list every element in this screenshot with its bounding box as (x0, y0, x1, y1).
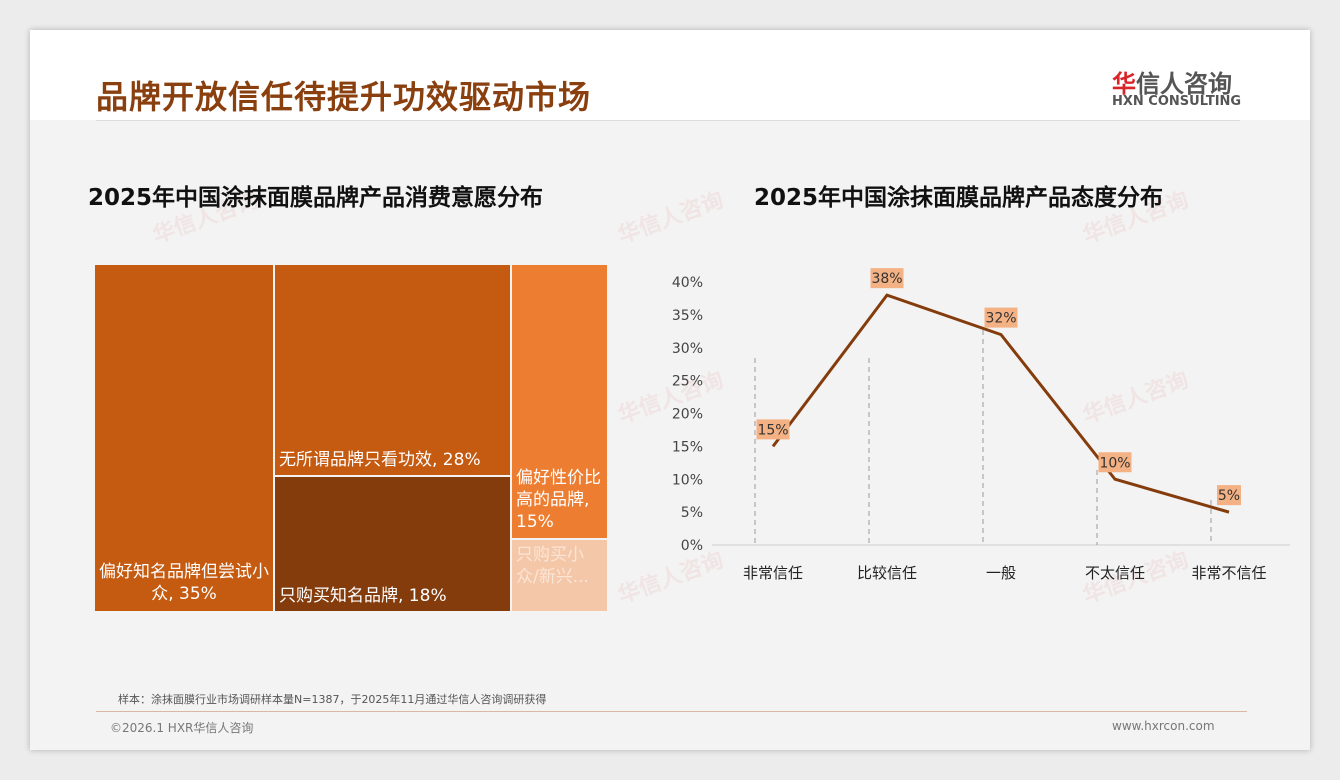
data-label-bg (756, 419, 790, 440)
logo: 华信人咨询 (1112, 64, 1232, 99)
data-label: 5% (1218, 488, 1240, 504)
data-label-bg (870, 268, 904, 289)
treemap-cell: 偏好知名品牌但尝试小众, 35% (95, 265, 273, 611)
treemap-cell: 偏好性价比高的品牌, 15% (512, 265, 607, 538)
x-tick-label: 非常信任 (743, 564, 803, 582)
copyright: ©2026.1 HXR华信人咨询 (110, 721, 254, 735)
website: www.hxrcon.com (1112, 719, 1215, 733)
treemap-label: 偏好性价比高的品牌, 15% (516, 467, 601, 532)
x-tick-label: 一般 (986, 564, 1016, 582)
treemap-label: 只购买知名品牌, 18% (279, 585, 447, 606)
series-line (771, 293, 1230, 514)
data-label-bg (1098, 452, 1132, 473)
logo-text: 信人咨询 (1136, 70, 1232, 98)
data-label-bg (984, 307, 1018, 328)
y-tick-label: 20% (672, 407, 703, 423)
y-tick-label: 15% (672, 439, 703, 455)
treemap-label: 只购买小众/新兴... (516, 545, 589, 588)
data-label: 32% (985, 311, 1016, 327)
x-tick-label: 非常不信任 (1191, 564, 1266, 582)
treemap-cell: 无所谓品牌只看功效, 28% (275, 265, 510, 475)
y-tick-label: 25% (672, 374, 703, 390)
data-label: 38% (871, 271, 902, 287)
data-label: 15% (757, 422, 788, 438)
page-title: 品牌开放信任待提升功效驱动市场 (96, 78, 592, 116)
treemap-label: 无所谓品牌只看功效, 28% (279, 449, 481, 470)
header (30, 30, 1310, 120)
x-tick-label: 比较信任 (857, 564, 917, 582)
logo-en: HXN CONSULTING (1112, 94, 1242, 109)
y-tick-label: 10% (672, 472, 703, 488)
treemap-label: 偏好知名品牌但尝试小众, 35% (99, 561, 269, 604)
y-tick-label: 0% (681, 538, 703, 554)
y-tick-label: 40% (672, 275, 703, 291)
line-chart-title: 2025年中国涂抹面膜品牌产品态度分布 (754, 185, 1164, 211)
treemap-cell: 只购买知名品牌, 18% (275, 477, 510, 611)
x-tick-label: 不太信任 (1085, 564, 1145, 582)
y-tick-label: 35% (672, 308, 703, 324)
treemap-title: 2025年中国涂抹面膜品牌产品消费意愿分布 (88, 185, 544, 211)
data-label: 10% (1099, 455, 1130, 471)
footer-divider (96, 711, 1247, 712)
sample-note: 样本：涂抹面膜行业市场调研样本量N=1387，于2025年11月通过华信人咨询调… (118, 693, 547, 706)
divider (96, 120, 1240, 121)
treemap-cell: 只购买小众/新兴... (512, 540, 607, 611)
logo-mark: 华 (1112, 70, 1136, 98)
y-tick-label: 30% (672, 341, 703, 357)
y-tick-label: 5% (681, 505, 703, 521)
data-label-bg (1217, 485, 1241, 506)
